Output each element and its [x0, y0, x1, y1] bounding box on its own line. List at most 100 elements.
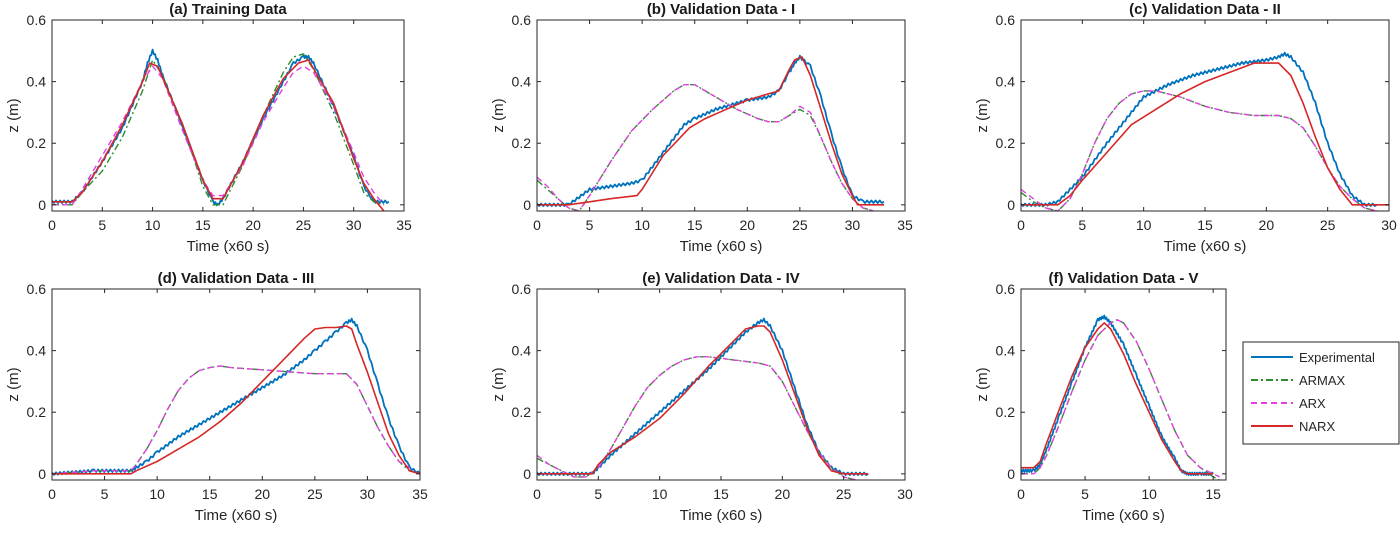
subplot-title: (f) Validation Data - V — [1048, 270, 1198, 287]
plot-area — [1021, 289, 1226, 480]
x-axis-label: Time (x60 s) — [680, 238, 763, 255]
x-tick-label: 10 — [1136, 217, 1152, 233]
series-line-experimental — [52, 317, 420, 476]
x-axis-label: Time (x60 s) — [680, 507, 763, 524]
y-tick-label: 0 — [38, 466, 46, 482]
series-line-narx — [1021, 322, 1214, 475]
y-tick-label: 0.6 — [512, 12, 532, 28]
x-tick-label: 0 — [533, 217, 541, 233]
subplot-title: (e) Validation Data - IV — [642, 270, 800, 287]
x-tick-label: 15 — [1197, 217, 1213, 233]
y-tick-label: 0.2 — [512, 404, 532, 420]
series-line-experimental — [537, 54, 885, 208]
y-tick-label: 0.4 — [512, 74, 532, 90]
series-line-arx — [52, 365, 410, 475]
series-group — [1021, 314, 1220, 480]
x-tick-label: 15 — [1205, 486, 1221, 502]
series-line-arx — [537, 83, 874, 211]
y-tick-label: 0.6 — [27, 12, 47, 28]
x-tick-label: 0 — [48, 217, 56, 233]
x-tick-label: 20 — [739, 217, 755, 233]
subplot-title: (d) Validation Data - III — [158, 270, 315, 287]
series-line-narx — [52, 59, 385, 211]
y-tick-label: 0.6 — [996, 12, 1016, 28]
x-tick-label: 10 — [634, 217, 650, 233]
y-axis-label: z (m) — [490, 98, 507, 132]
y-axis-label: z (m) — [5, 98, 22, 132]
x-tick-label: 30 — [845, 217, 861, 233]
x-tick-label: 30 — [346, 217, 362, 233]
x-tick-label: 0 — [1017, 486, 1025, 502]
plot-area — [52, 289, 420, 480]
subplot-4: 0 5 10 15 20 25 30 35 0 0.2 0.4 0.6 (d) Validation D… — [5, 270, 428, 524]
x-tick-label: 15 — [195, 217, 211, 233]
axes-box — [51, 19, 405, 212]
x-tick-label: 30 — [1381, 217, 1397, 233]
y-tick-label: 0.2 — [27, 135, 47, 151]
series-group — [1021, 51, 1389, 211]
y-tick-label: 0.2 — [512, 135, 532, 151]
plot-area — [537, 289, 905, 480]
x-tick-label: 5 — [1078, 217, 1086, 233]
x-tick-label: 5 — [101, 486, 109, 502]
y-tick-label: 0.4 — [27, 74, 47, 90]
y-tick-label: 0.4 — [996, 343, 1016, 359]
x-tick-label: 5 — [98, 217, 106, 233]
subplot-3: 0 5 10 15 20 25 30 0 0.2 0.4 0.6 (c) Validation Dat… — [974, 1, 1397, 255]
series-line-narx — [52, 325, 420, 475]
y-tick-label: 0.6 — [27, 281, 47, 297]
subplot-2: 0 5 10 15 20 25 30 35 0 0.2 0.4 0.6 (b) Validation D… — [490, 1, 913, 255]
series-line-narx — [1021, 62, 1389, 206]
x-tick-label: 0 — [1017, 217, 1025, 233]
axes-box — [1020, 288, 1227, 481]
y-axis-label: z (m) — [490, 367, 507, 401]
x-tick-label: 15 — [687, 217, 703, 233]
subplot-6: 0 5 10 15 0 0.2 0.4 0.6 (f) Validation Data - V T… — [974, 270, 1227, 524]
y-axis-label: z (m) — [974, 98, 991, 132]
x-axis-label: Time (x60 s) — [195, 507, 278, 524]
y-tick-label: 0.2 — [996, 135, 1016, 151]
series-group — [52, 317, 420, 476]
y-tick-label: 0.2 — [996, 404, 1016, 420]
y-tick-label: 0 — [1007, 466, 1015, 482]
x-tick-label: 20 — [245, 217, 261, 233]
x-tick-label: 0 — [48, 486, 56, 502]
series-line-arx — [52, 65, 385, 206]
series-group — [537, 54, 885, 211]
series-line-experimental — [1021, 51, 1378, 208]
subplot-panels: 0 5 10 15 20 25 30 35 0 0.2 0.4 0.6 (a) Training Dat… — [5, 1, 1397, 524]
y-tick-label: 0 — [1007, 197, 1015, 213]
series-line-armax — [52, 53, 385, 206]
subplot-1: 0 5 10 15 20 25 30 35 0 0.2 0.4 0.6 (a) Training Dat… — [5, 1, 412, 255]
x-axis-label: Time (x60 s) — [1164, 238, 1247, 255]
x-tick-label: 25 — [792, 217, 808, 233]
axes-box — [536, 19, 906, 212]
y-tick-label: 0.4 — [27, 343, 47, 359]
y-tick-label: 0.6 — [996, 281, 1016, 297]
x-tick-label: 35 — [412, 486, 428, 502]
x-tick-label: 5 — [586, 217, 594, 233]
series-line-arx — [1021, 319, 1220, 478]
x-tick-label: 30 — [360, 486, 376, 502]
subplot-title: (c) Validation Data - II — [1129, 1, 1281, 18]
x-tick-label: 25 — [307, 486, 323, 502]
x-tick-label: 15 — [202, 486, 218, 502]
series-group — [52, 48, 390, 211]
legend-label-arx: ARX — [1299, 396, 1326, 411]
x-tick-label: 20 — [1259, 217, 1275, 233]
plot-area — [52, 20, 404, 211]
y-tick-label: 0.6 — [512, 281, 532, 297]
plot-area — [537, 20, 905, 211]
x-tick-label: 35 — [396, 217, 412, 233]
legend-label-narx: NARX — [1299, 419, 1335, 434]
x-axis-label: Time (x60 s) — [1082, 507, 1165, 524]
subplot-5: 0 5 10 15 20 25 30 0 0.2 0.4 0.6 (e) Validation Dat… — [490, 270, 913, 524]
series-line-narx — [537, 325, 869, 475]
y-tick-label: 0.4 — [512, 343, 532, 359]
series-group — [537, 317, 869, 480]
subplot-title: (a) Training Data — [169, 1, 287, 18]
x-tick-label: 10 — [1141, 486, 1157, 502]
y-tick-label: 0.2 — [27, 404, 47, 420]
y-tick-label: 0 — [38, 197, 46, 213]
